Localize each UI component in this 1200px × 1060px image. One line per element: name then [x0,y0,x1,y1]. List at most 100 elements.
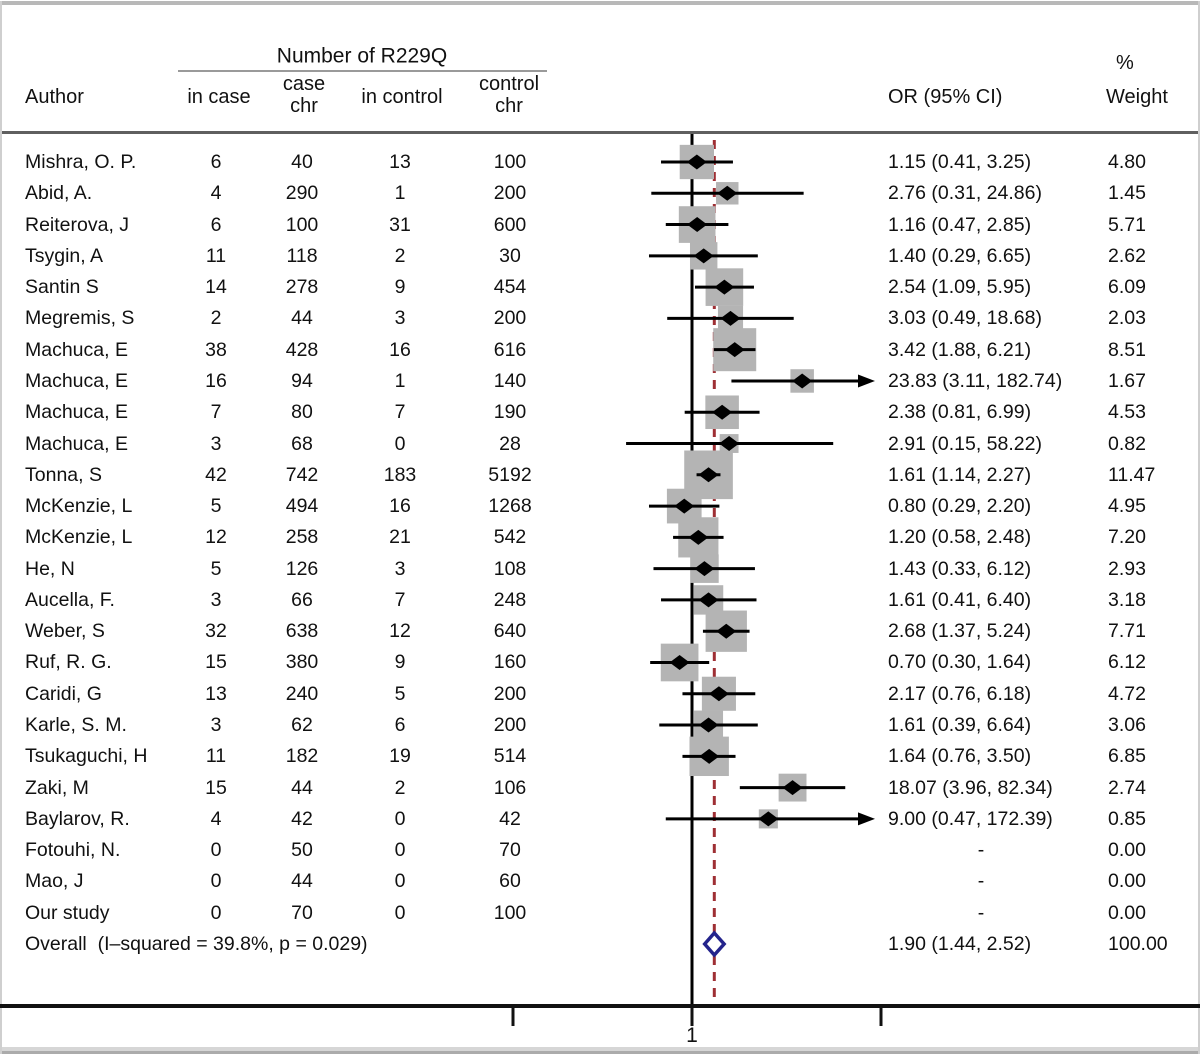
case-chr-cell: 94 [291,369,313,392]
control-chr-cell: 190 [493,401,527,423]
case-chr-cell: 42 [291,807,313,830]
weight-column-header: Weight [1106,86,1168,108]
control-chr-cell: 616 [493,338,527,361]
or-point-marker [693,248,714,264]
weight-cell: 0.00 [1108,901,1146,924]
author-cell: McKenzie, L [25,494,133,517]
in-control-column-header: in control [361,86,443,108]
author-cell: Ruf, R. G. [25,651,112,674]
in-control-cell: 12 [389,619,411,642]
case-chr-cell: 44 [291,870,313,893]
weight-cell: 3.18 [1108,588,1146,611]
overall-or-ci-cell: 1.90 (1.44, 2.52) [888,932,1032,955]
in-case-cell: 11 [205,244,227,267]
in-case-cell: 12 [205,526,227,549]
case-chr-cell: 290 [285,182,319,205]
weight-cell: 4.53 [1108,401,1146,423]
author-cell: Our study [25,901,110,924]
in-control-cell: 31 [389,213,411,236]
case-chr-cell: 638 [285,619,319,642]
or-ci-cell: 2.54 (1.09, 5.95) [888,275,1032,298]
or-ci-cell: 1.15 (0.41, 3.25) [888,150,1032,173]
or-ci-cell: 1.61 (1.14, 2.27) [888,463,1032,486]
weight-cell: 3.06 [1108,713,1146,736]
control-chr-cell: 1268 [488,494,532,517]
in-case-cell: 13 [205,682,227,705]
weight-cell: 2.93 [1108,557,1146,580]
in-control-cell: 1 [394,369,406,392]
or-ci-cell: 3.42 (1.88, 6.21) [888,338,1032,361]
or-ci-cell: 2.38 (0.81, 6.99) [888,401,1032,423]
in-control-cell: 9 [394,651,406,674]
case-chr-cell: 44 [291,307,313,330]
or-ci-cell: 1.20 (0.58, 2.48) [888,526,1032,549]
author-cell: He, N [25,557,75,580]
author-cell: Fotouhi, N. [25,838,121,861]
weight-cell: 2.03 [1108,307,1146,330]
weight-cell: 6.85 [1108,745,1146,768]
case-chr-cell: 44 [291,776,313,799]
in-case-cell: 32 [205,619,227,642]
in-case-cell: 42 [205,463,227,486]
author-cell: Machuca, E [25,338,128,361]
or-point-marker [698,592,719,608]
or-point-marker [687,217,708,233]
control-chr-cell: 200 [493,307,527,330]
control-chr-cell: 542 [493,526,527,549]
in-control-cell: 0 [394,807,406,830]
or-ci-cell: 2.76 (0.31, 24.86) [888,182,1042,205]
case-chr-cell: 118 [286,244,318,267]
in-control-cell: 6 [394,713,406,736]
weight-cell: 0.00 [1108,838,1146,861]
weight-cell: 4.95 [1108,494,1146,517]
in-control-cell: 2 [394,776,406,799]
control-chr-cell: 108 [493,557,527,580]
bottom-border-light [0,1047,1200,1051]
or-point-marker [719,436,740,452]
in-case-cell: 0 [210,838,222,861]
case-chr-cell: 100 [285,213,319,236]
in-control-cell: 2 [394,244,406,267]
or-ci-cell: 1.61 (0.39, 6.64) [888,713,1032,736]
or-ci-column-header: OR (95% CI) [888,86,1003,108]
case-chr-cell: 70 [291,901,313,924]
case-chr-cell: 742 [285,463,319,486]
overall-diamond [702,930,727,958]
in-case-cell: 14 [205,275,227,298]
weight-cell: 2.74 [1108,776,1146,799]
group-column-title: Number of R229Q [276,44,448,68]
or-point-marker [669,654,690,670]
or-ci-cell: 0.70 (0.30, 1.64) [888,651,1032,674]
author-cell: Abid, A. [25,182,93,205]
or-point-marker [792,373,813,389]
right-border [1198,1,1200,1054]
overall-weight-cell: 100.00 [1108,932,1168,955]
case-chr-cell: 62 [291,713,313,736]
in-control-cell: 16 [389,338,411,361]
author-column-header: Author [25,86,84,108]
or-ci-cell: - [977,870,985,893]
case-chr-cell: 40 [291,150,313,173]
or-ci-cell: - [977,901,985,924]
in-control-cell: 0 [394,838,406,861]
author-cell: Mishra, O. P. [25,150,137,173]
control-chr-cell: 200 [493,682,527,705]
in-case-cell: 0 [210,901,222,924]
in-control-cell: 5 [394,682,406,705]
or-point-marker [688,529,709,545]
or-ci-cell: 1.61 (0.41, 6.40) [888,588,1032,611]
or-ci-cell: 1.40 (0.29, 6.65) [888,244,1032,267]
group-title-underline [178,70,547,72]
in-control-cell: 0 [394,870,406,893]
author-cell: Aucella, F. [25,588,115,611]
author-cell: Karle, S. M. [25,713,127,736]
in-case-cell: 0 [210,870,222,893]
in-case-cell: 4 [210,807,222,830]
or-point-marker [724,342,745,358]
weight-cell: 4.72 [1108,682,1146,705]
in-control-cell: 3 [394,557,406,580]
author-cell: Reiterova, J [25,213,130,236]
in-control-cell: 0 [394,901,406,924]
control-chr-cell: 100 [493,901,527,924]
